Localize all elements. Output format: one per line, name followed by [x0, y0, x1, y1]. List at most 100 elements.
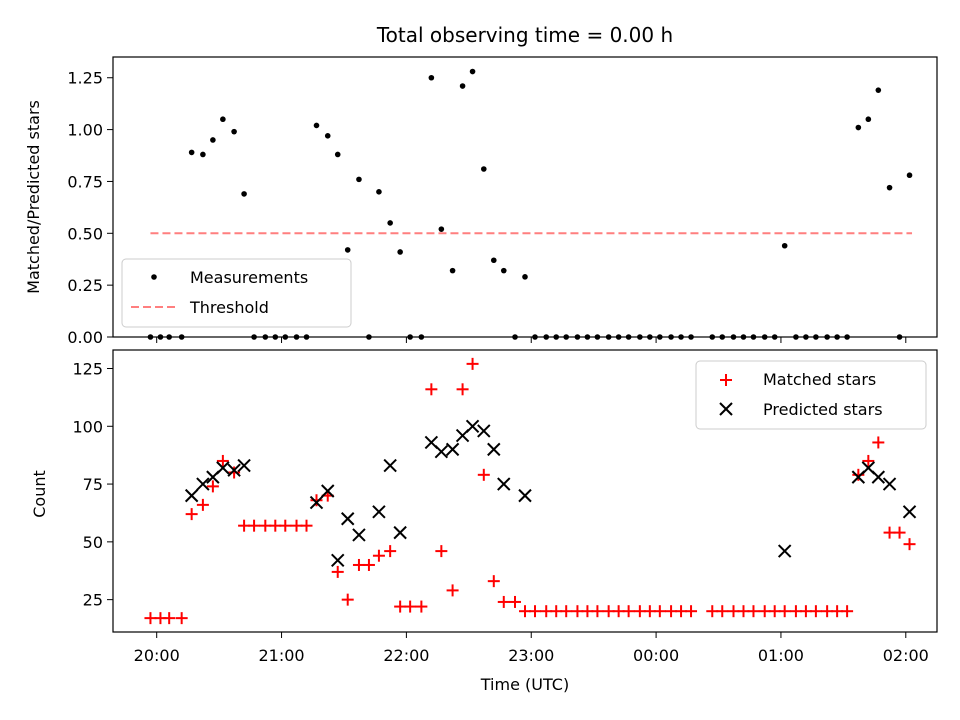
measurement-point — [220, 116, 226, 123]
matched-star-point — [425, 383, 438, 396]
matched-star-point — [163, 612, 176, 625]
legend-measurements-marker — [151, 274, 157, 280]
matched-star-point — [435, 545, 448, 558]
bottom-y-axis-label: Count — [30, 470, 49, 518]
top-legend: Measurements Threshold — [121, 258, 352, 328]
measurement-point — [397, 249, 403, 255]
predicted-star-point — [227, 463, 241, 477]
matched-star-point — [196, 498, 209, 511]
matched-star-point — [809, 605, 822, 618]
bottom-x-tick-label: 22:00 — [383, 646, 429, 665]
measurement-point — [210, 137, 216, 143]
legend-matched-label: Matched stars — [763, 370, 876, 389]
predicted-star-point — [871, 470, 886, 484]
matched-star-point — [248, 519, 261, 532]
predicted-star-point — [309, 495, 324, 510]
predicted-star-point — [216, 461, 230, 475]
legend-predicted-marker — [719, 402, 733, 416]
legend-matched-marker — [720, 374, 732, 386]
measurement-point — [313, 122, 320, 129]
matched-star-point — [477, 468, 490, 481]
top-y-tick-label: 0.75 — [67, 172, 103, 191]
matched-star-point — [415, 600, 428, 613]
predicted-star-point — [518, 488, 532, 503]
predicted-star-point — [341, 512, 355, 526]
predicted-star-point — [434, 444, 449, 459]
matched-star-point — [300, 519, 313, 532]
bottom-x-tick-label: 02:00 — [883, 646, 929, 665]
predicted-star-point — [477, 424, 491, 438]
matched-star-point — [279, 519, 292, 532]
matched-star-point — [206, 480, 219, 493]
measurement-point — [449, 267, 456, 274]
matched-star-point — [747, 605, 760, 618]
predicted-star-point — [465, 419, 480, 433]
bottom-y-tick-label: 100 — [72, 417, 103, 436]
matched-star-point — [852, 468, 865, 481]
bottom-plot-frame — [112, 349, 938, 633]
bottom-axis-ticks: 25 50 75 100 125 20:00 21:00 22:00 23:00 00:00 01:… — [72, 359, 928, 665]
top-legend-box — [121, 258, 352, 328]
measurement-point — [356, 176, 362, 183]
measurement-point — [469, 68, 476, 75]
matched-star-point — [175, 612, 188, 625]
matched-star-point — [362, 558, 375, 571]
matched-star-point — [893, 526, 906, 539]
legend-threshold-label: Threshold — [189, 298, 269, 317]
measurement-point — [428, 74, 435, 81]
matched-star-point — [497, 595, 510, 608]
matched-star-point — [216, 454, 229, 467]
predicted-star-point — [331, 553, 345, 568]
predicted-star-point — [393, 525, 407, 540]
matched-star-point — [228, 466, 241, 479]
predicted-star-point — [184, 488, 199, 503]
top-y-tick-label: 1.00 — [67, 121, 103, 140]
bottom-x-tick-label: 01:00 — [758, 646, 804, 665]
matched-star-point — [841, 605, 854, 618]
bottom-x-tick-label: 23:00 — [508, 646, 554, 665]
matched-star-point — [685, 605, 698, 618]
top-y-tick-label: 0.00 — [67, 328, 103, 347]
top-y-tick-label: 0.50 — [67, 224, 103, 243]
measurement-point — [387, 220, 393, 226]
bottom-legend: Matched stars Predicted stars — [695, 360, 927, 430]
matched-star-point — [372, 549, 385, 562]
predicted-stars-series — [184, 419, 917, 568]
legend-measurements-label: Measurements — [190, 268, 308, 287]
measurement-point — [500, 267, 507, 274]
top-plot-frame — [112, 56, 938, 338]
measurement-point — [490, 257, 497, 264]
bottom-y-tick-label: 75 — [83, 475, 103, 494]
measurement-point — [906, 172, 913, 179]
bottom-y-tick-label: 50 — [83, 533, 103, 552]
matched-star-point — [560, 605, 573, 618]
measurement-point — [459, 83, 466, 89]
predicted-star-point — [352, 528, 366, 542]
bottom-x-tick-label: 00:00 — [633, 646, 679, 665]
predicted-star-point — [445, 442, 460, 457]
measurement-point — [188, 149, 195, 156]
measurement-point — [200, 151, 206, 158]
measurement-point — [865, 116, 872, 123]
matched-star-point — [591, 605, 604, 618]
matched-star-point — [862, 454, 875, 467]
predicted-star-point — [321, 484, 335, 498]
predicted-star-point — [383, 458, 397, 473]
measurement-point — [376, 189, 382, 195]
matched-star-point — [456, 383, 469, 396]
matched-star-point — [310, 494, 323, 507]
predicted-star-point — [882, 477, 897, 491]
bottom-x-axis-label: Time (UTC) — [480, 675, 569, 694]
top-axis-ticks: 0.00 0.25 0.50 0.75 1.00 1.25 — [67, 69, 907, 347]
top-chart-title: Total observing time = 0.00 h — [376, 23, 673, 47]
bottom-x-tick-label: 21:00 — [258, 646, 304, 665]
matched-star-point — [331, 565, 344, 578]
bottom-legend-box — [695, 360, 927, 430]
matched-star-point — [341, 593, 354, 606]
measurement-point — [241, 191, 247, 197]
measurement-point — [344, 247, 351, 253]
predicted-star-point — [777, 544, 792, 558]
